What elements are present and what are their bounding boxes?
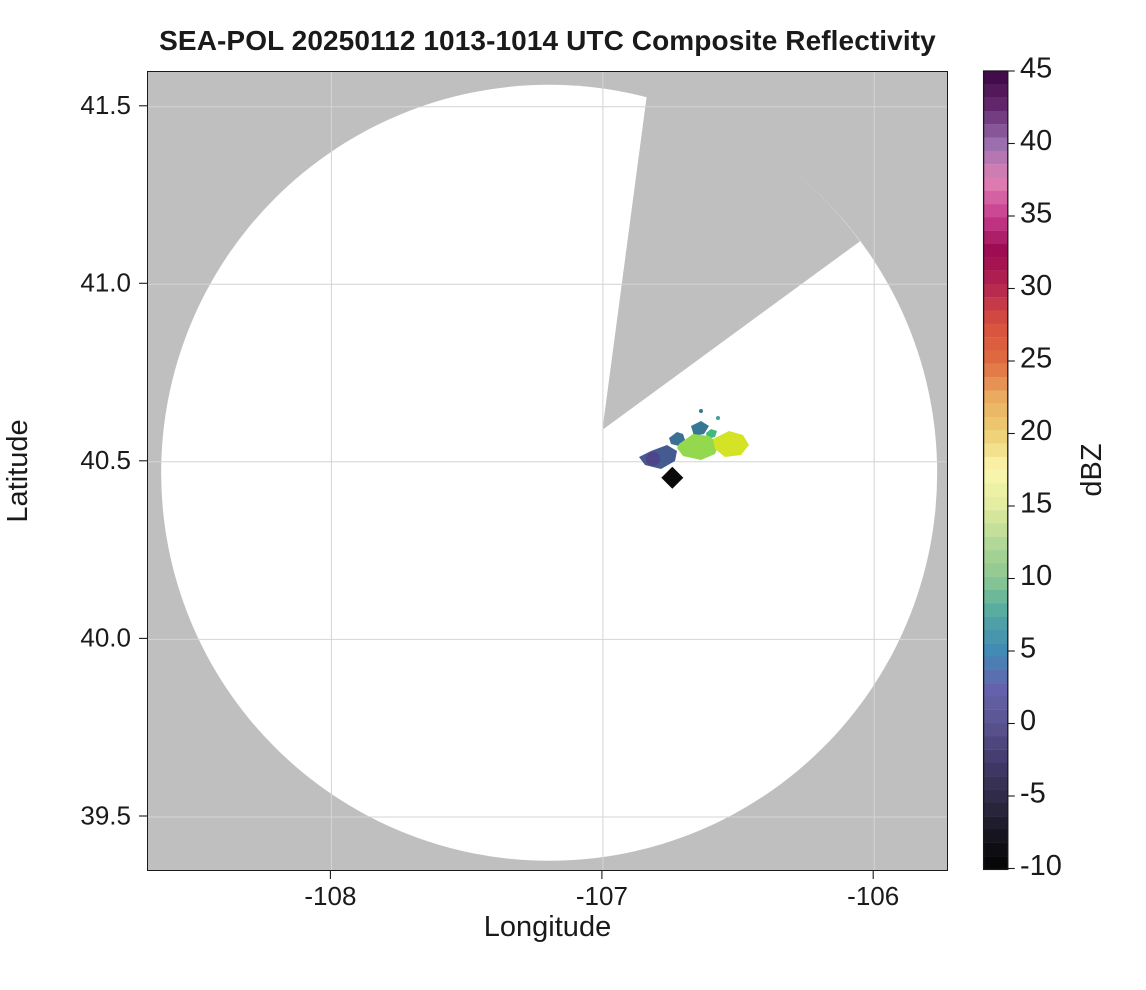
svg-text:30: 30 <box>1020 270 1052 302</box>
svg-text:15: 15 <box>1020 488 1052 520</box>
svg-text:41.5: 41.5 <box>80 90 131 120</box>
svg-text:35: 35 <box>1020 198 1052 230</box>
svg-text:45: 45 <box>1020 53 1052 85</box>
svg-text:40.5: 40.5 <box>80 445 131 475</box>
svg-text:41.0: 41.0 <box>80 268 131 298</box>
svg-text:5: 5 <box>1020 633 1036 665</box>
svg-text:Latitude: Latitude <box>2 419 34 522</box>
svg-text:39.5: 39.5 <box>80 801 131 831</box>
svg-text:25: 25 <box>1020 343 1052 375</box>
svg-text:40.0: 40.0 <box>80 623 131 653</box>
svg-text:Longitude: Longitude <box>484 911 611 943</box>
svg-text:-5: -5 <box>1020 778 1046 810</box>
svg-text:10: 10 <box>1020 560 1052 592</box>
svg-text:dBZ: dBZ <box>1076 443 1108 496</box>
svg-text:-106: -106 <box>847 881 899 911</box>
svg-text:40: 40 <box>1020 125 1052 157</box>
svg-text:20: 20 <box>1020 415 1052 447</box>
svg-text:-107: -107 <box>576 881 628 911</box>
svg-text:-108: -108 <box>304 881 356 911</box>
svg-text:-10: -10 <box>1020 850 1062 882</box>
svg-text:0: 0 <box>1020 705 1036 737</box>
